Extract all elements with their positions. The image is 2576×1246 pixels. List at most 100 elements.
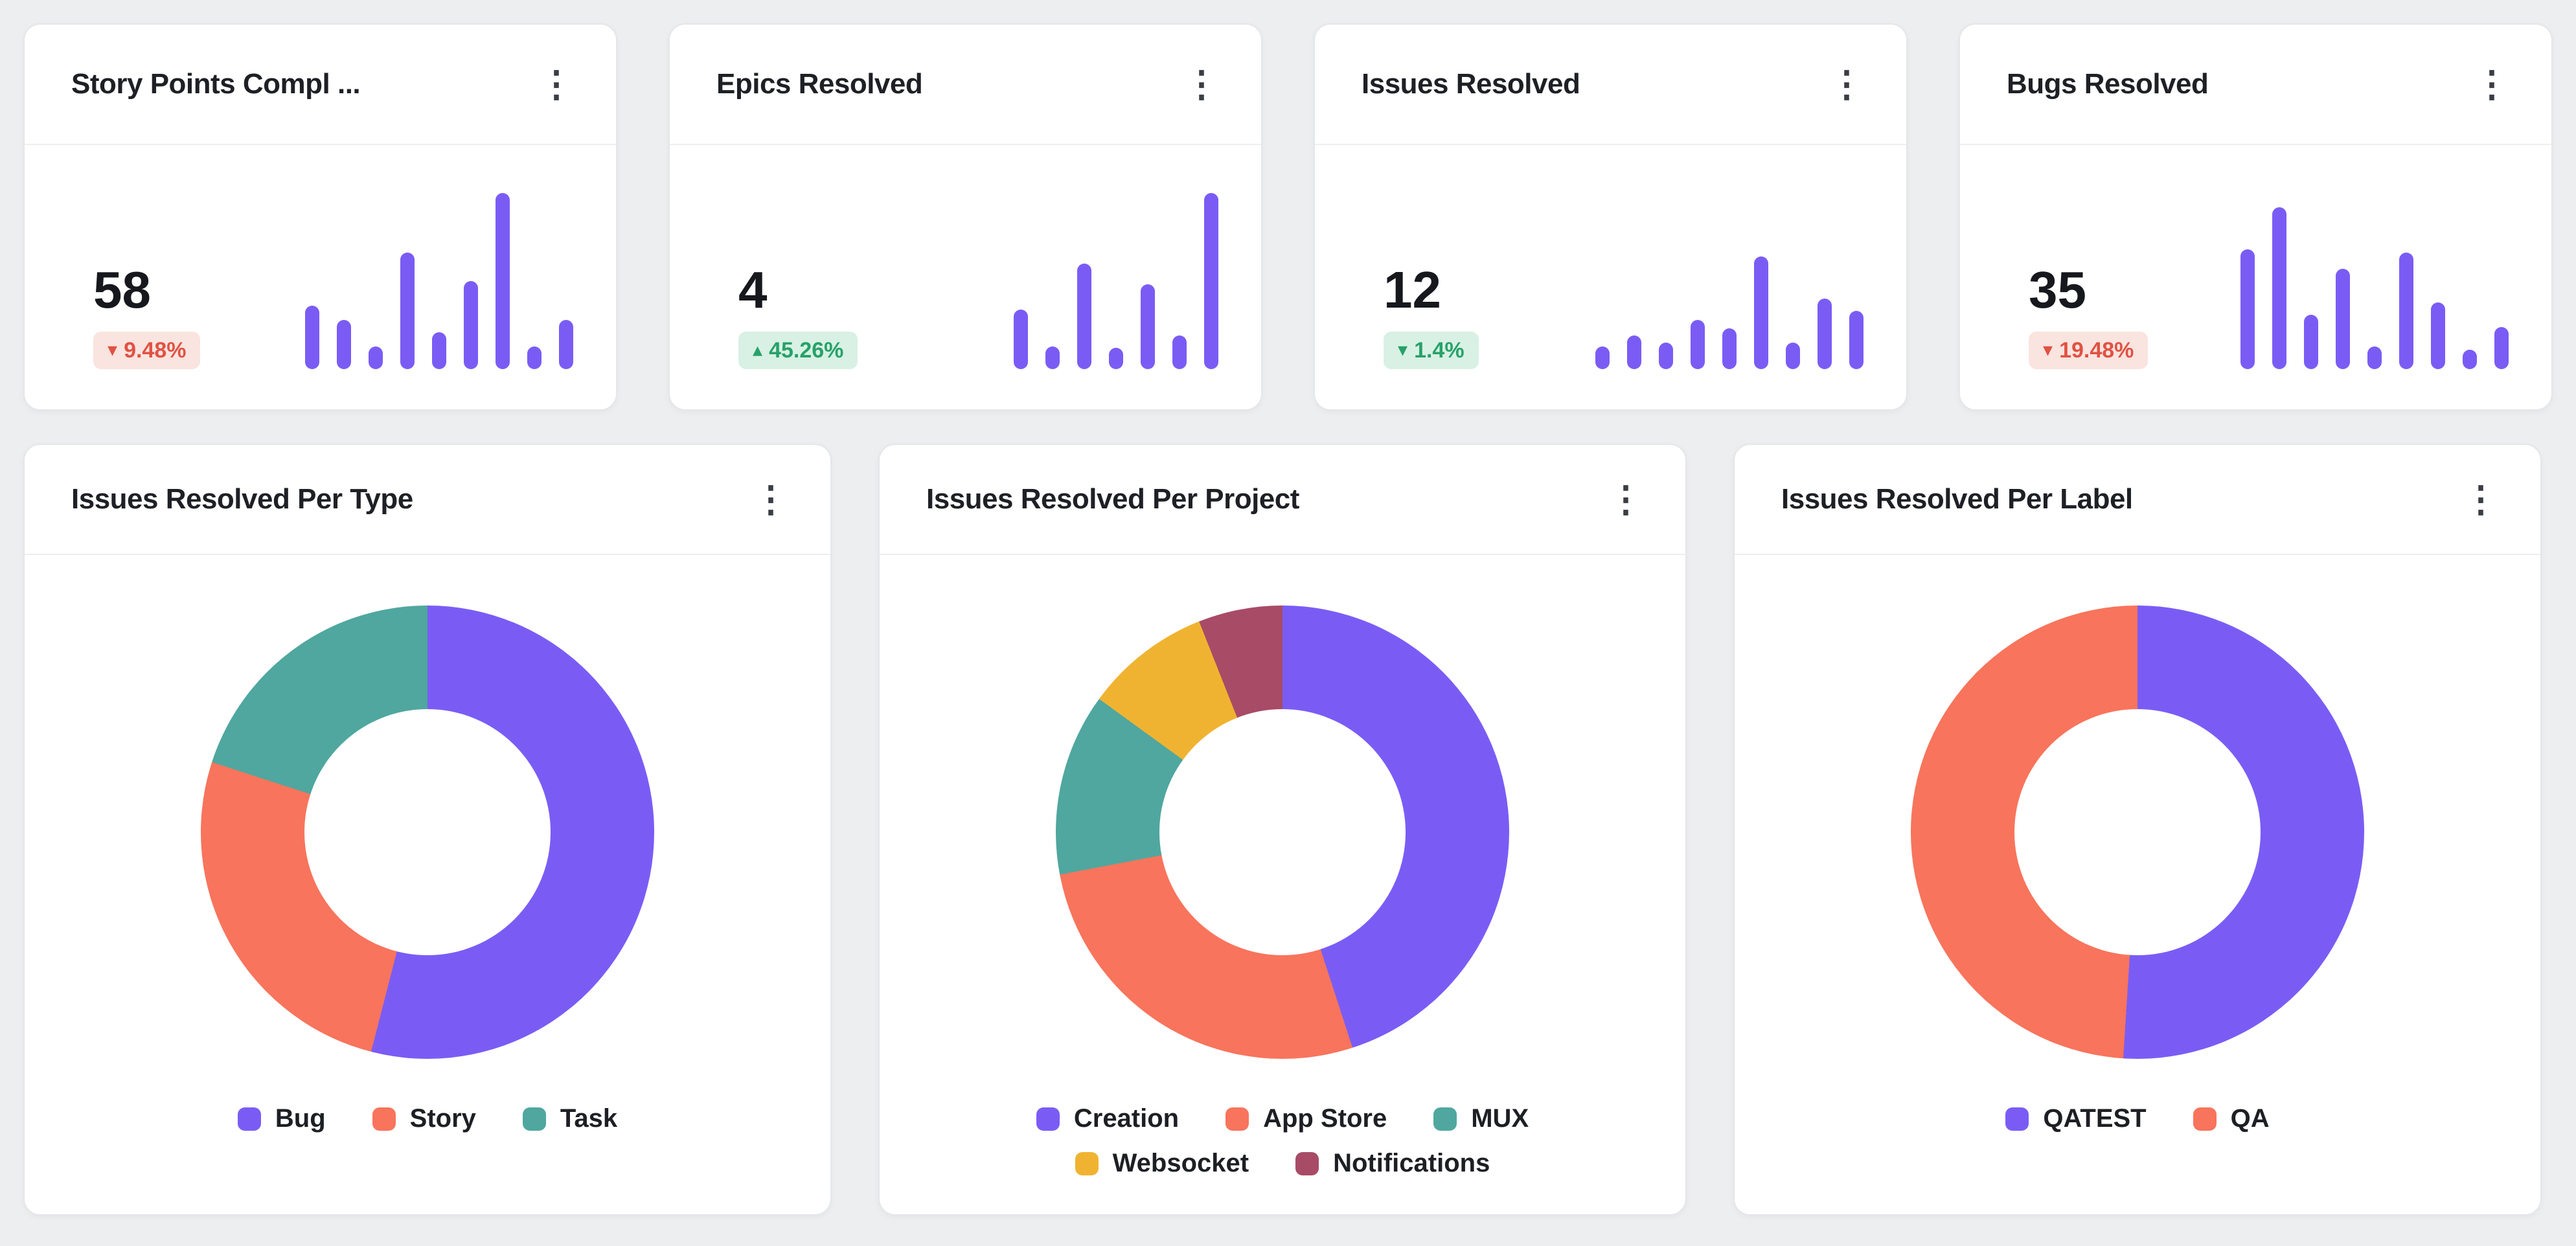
legend-item: QATEST bbox=[2005, 1104, 2147, 1133]
sparkline-bar-chart bbox=[2240, 193, 2509, 369]
legend-swatch-icon bbox=[1036, 1107, 1060, 1131]
legend-label: Notifications bbox=[1333, 1149, 1490, 1177]
donut-chart bbox=[1056, 606, 1509, 1059]
triangle-down-icon: ▾ bbox=[108, 339, 118, 361]
legend-row: Creation App Store MUX bbox=[1036, 1104, 1529, 1133]
donut-card-per-type: Issues Resolved Per Type ⋮ Bug Story Task bbox=[23, 444, 832, 1216]
sparkline-bar bbox=[1014, 309, 1028, 369]
kpi-body: 35 ▾ 19.48% bbox=[1960, 145, 2551, 409]
sparkline-bar bbox=[400, 253, 415, 369]
sparkline-bar bbox=[1659, 343, 1673, 369]
kebab-icon: ⋮ bbox=[1608, 479, 1644, 519]
card-title: Issues Resolved Per Type bbox=[71, 483, 413, 515]
legend-swatch-icon bbox=[2193, 1107, 2217, 1131]
kebab-menu-button[interactable]: ⋮ bbox=[2458, 61, 2525, 108]
sparkline-bar bbox=[2304, 314, 2318, 369]
donut-hole bbox=[304, 709, 551, 955]
donut-chart bbox=[1911, 606, 2364, 1059]
kebab-icon: ⋮ bbox=[1183, 63, 1220, 104]
card-title: Issues Resolved Per Project bbox=[926, 483, 1299, 515]
card-title: Story Points Compl ... bbox=[71, 68, 361, 100]
card-header: Issues Resolved ⋮ bbox=[1315, 25, 1906, 145]
legend-swatch-icon bbox=[372, 1107, 396, 1131]
kebab-menu-button[interactable]: ⋮ bbox=[1168, 61, 1235, 108]
sparkline-bar bbox=[2240, 249, 2255, 369]
donut-hole bbox=[1159, 709, 1406, 955]
sparkline-bar-chart bbox=[1595, 193, 1864, 369]
kpi-value: 35 bbox=[2029, 261, 2086, 319]
legend-item: Story bbox=[372, 1104, 476, 1133]
kebab-menu-button[interactable]: ⋮ bbox=[1592, 476, 1659, 523]
sparkline-bar bbox=[2431, 302, 2445, 369]
kpi-value: 58 bbox=[93, 261, 151, 319]
legend-swatch-icon bbox=[1433, 1107, 1457, 1131]
sparkline-bar bbox=[1045, 346, 1060, 369]
card-header: Story Points Compl ... ⋮ bbox=[25, 25, 616, 145]
sparkline-bar bbox=[432, 332, 446, 369]
sparkline-bar bbox=[1595, 346, 1610, 369]
legend-row: Websocket Notifications bbox=[1075, 1149, 1490, 1178]
legend-label: Bug bbox=[275, 1104, 326, 1133]
kebab-icon: ⋮ bbox=[538, 63, 575, 104]
donut-card-per-project: Issues Resolved Per Project ⋮ Creation Ap… bbox=[878, 444, 1687, 1216]
delta-badge: ▾ 9.48% bbox=[93, 332, 201, 369]
kebab-menu-button[interactable]: ⋮ bbox=[523, 61, 590, 108]
card-header: Epics Resolved ⋮ bbox=[670, 25, 1261, 145]
triangle-down-icon: ▾ bbox=[1398, 339, 1408, 361]
kebab-menu-button[interactable]: ⋮ bbox=[1813, 61, 1880, 108]
sparkline-bar-chart bbox=[305, 193, 573, 369]
sparkline-bar bbox=[1109, 348, 1123, 369]
legend-label: QA bbox=[2230, 1104, 2270, 1133]
donut-body: Bug Story Task bbox=[25, 555, 830, 1214]
sparkline-bar bbox=[1786, 343, 1800, 369]
kpi-value: 12 bbox=[1384, 261, 1441, 319]
sparkline-bar bbox=[559, 319, 573, 369]
delta-badge: ▴ 45.26% bbox=[738, 332, 858, 369]
legend-label: Story bbox=[409, 1104, 476, 1133]
delta-value: 9.48% bbox=[124, 338, 187, 363]
card-header: Issues Resolved Per Project ⋮ bbox=[880, 445, 1685, 555]
card-title: Bugs Resolved bbox=[2007, 68, 2209, 100]
legend-swatch-icon bbox=[1295, 1151, 1319, 1175]
sparkline-bar bbox=[2463, 350, 2477, 369]
chart-legend: Bug Story Task bbox=[237, 1104, 617, 1133]
donut-body: QATEST QA bbox=[1735, 555, 2540, 1214]
kpi-card-bugs-resolved: Bugs Resolved ⋮ 35 ▾ 19.48% bbox=[1959, 23, 2553, 411]
card-title: Epics Resolved bbox=[716, 68, 923, 100]
legend-swatch-icon bbox=[522, 1107, 546, 1131]
kebab-menu-button[interactable]: ⋮ bbox=[737, 476, 804, 523]
delta-badge: ▾ 1.4% bbox=[1384, 332, 1479, 369]
sparkline-bar bbox=[2367, 346, 2382, 369]
kpi-body: 12 ▾ 1.4% bbox=[1315, 145, 1906, 409]
sparkline-bar bbox=[305, 306, 319, 369]
sparkline-bar bbox=[1204, 193, 1218, 369]
kpi-row: Story Points Compl ... ⋮ 58 ▾ 9.48% Epic… bbox=[23, 23, 2553, 411]
card-title: Issues Resolved Per Label bbox=[1781, 483, 2133, 515]
legend-swatch-icon bbox=[1075, 1151, 1099, 1175]
legend-swatch-icon bbox=[2005, 1107, 2029, 1131]
sparkline-bar bbox=[1141, 284, 1155, 369]
kebab-icon: ⋮ bbox=[2463, 479, 2499, 519]
sparkline-bar bbox=[2336, 268, 2350, 369]
delta-value: 45.26% bbox=[769, 338, 844, 363]
kebab-icon: ⋮ bbox=[753, 479, 789, 519]
legend-label: Creation bbox=[1073, 1104, 1180, 1133]
triangle-up-icon: ▴ bbox=[753, 339, 763, 361]
legend-item: Bug bbox=[237, 1104, 326, 1133]
chart-legend: Creation App Store MUX Websocket Notificatio… bbox=[1036, 1104, 1529, 1178]
kpi-value: 4 bbox=[738, 261, 768, 319]
sparkline-bar bbox=[1627, 335, 1641, 369]
legend-item: App Store bbox=[1225, 1104, 1387, 1133]
sparkline-bar bbox=[496, 193, 510, 369]
card-header: Issues Resolved Per Label ⋮ bbox=[1735, 445, 2540, 555]
legend-item: Creation bbox=[1036, 1104, 1179, 1133]
sparkline-bar bbox=[2494, 326, 2509, 369]
kpi-card-issues-resolved: Issues Resolved ⋮ 12 ▾ 1.4% bbox=[1314, 23, 1908, 411]
kebab-menu-button[interactable]: ⋮ bbox=[2447, 476, 2514, 523]
legend-label: QATEST bbox=[2043, 1104, 2147, 1133]
legend-item: QA bbox=[2193, 1104, 2270, 1133]
legend-item: MUX bbox=[1433, 1104, 1529, 1133]
legend-label: MUX bbox=[1471, 1104, 1529, 1133]
donut-hole bbox=[2014, 709, 2261, 955]
